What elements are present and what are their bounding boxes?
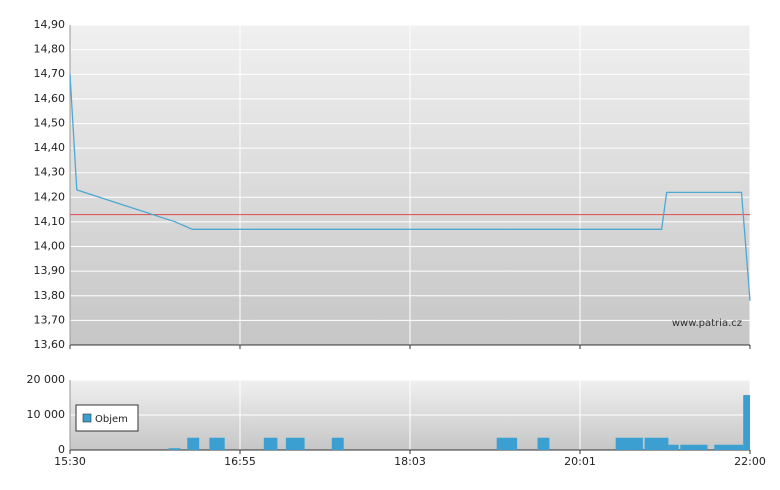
x-tick-label: 20:01 [564, 455, 596, 468]
volume-bar [714, 444, 744, 450]
volume-bar [331, 437, 344, 450]
y-tick-label: 13,70 [34, 313, 66, 326]
volume-bar [209, 437, 225, 450]
y-tick-label: 14,80 [34, 43, 66, 56]
y-tick-label: 13,90 [34, 264, 66, 277]
price-line [69, 74, 751, 301]
volume-bar [263, 437, 278, 450]
y-tick-label: 10 000 [27, 408, 66, 421]
volume-bar [168, 448, 181, 450]
x-tick-label: 18:03 [394, 455, 426, 468]
volume-bar [187, 437, 200, 450]
x-tick-label: 15:30 [54, 455, 86, 468]
volume-bar [668, 444, 679, 450]
y-tick-label: 14,10 [34, 215, 66, 228]
volume-bar [680, 444, 708, 450]
volume-bar [537, 437, 550, 450]
y-tick-label: 20 000 [27, 373, 66, 386]
y-tick-label: 14,70 [34, 67, 66, 80]
y-tick-label: 14,20 [34, 190, 66, 203]
y-tick-label: 14,00 [34, 240, 66, 253]
legend-label: Objem [95, 414, 128, 425]
volume-bar [615, 437, 643, 450]
y-tick-label: 14,50 [34, 116, 66, 129]
x-tick-label: 22:00 [734, 455, 766, 468]
volume-bar [285, 437, 305, 450]
y-tick-label: 13,60 [34, 338, 66, 351]
y-tick-label: 14,40 [34, 141, 66, 154]
y-tick-label: 14,30 [34, 166, 66, 179]
x-tick-label: 16:55 [224, 455, 256, 468]
y-tick-label: 13,80 [34, 289, 66, 302]
y-tick-label: 14,90 [34, 18, 66, 31]
watermark: www.patria.cz [672, 318, 742, 329]
volume-bar [644, 437, 669, 450]
y-tick-label: 14,60 [34, 92, 66, 105]
legend-swatch [82, 413, 92, 423]
y-tick-label: 0 [58, 443, 65, 456]
volume-bar [496, 437, 518, 450]
volume-bar [743, 395, 750, 450]
